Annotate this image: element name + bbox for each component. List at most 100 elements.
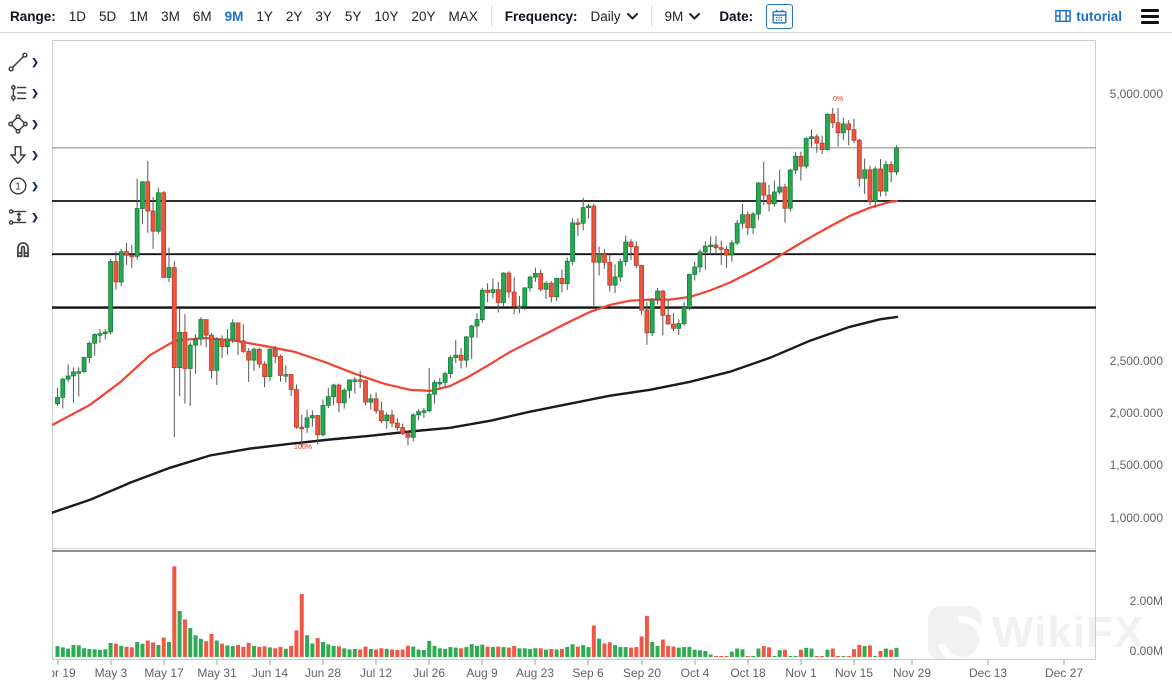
volume-bar [374,649,379,657]
volume-bar [209,634,214,657]
candle-body [665,314,671,325]
volume-bar [225,645,230,657]
candle-body [766,194,772,205]
candle-body [559,278,565,285]
candle-body [405,433,411,438]
volume-bar [82,648,87,657]
y-axis-label: 2,000.000 [1109,406,1163,420]
candle-body [803,138,809,167]
volume-bar [628,647,633,657]
ma-slow-line [52,315,899,514]
volume-bar [220,643,225,657]
range-option-9M[interactable]: 9M [224,8,244,24]
range-option-6M[interactable]: 6M [192,8,212,24]
magnet-tool[interactable] [12,236,34,260]
x-axis-label: Sep 20 [622,666,662,680]
volume-bar [395,649,400,657]
volume-bar [708,654,713,657]
volume-bar [161,637,166,657]
range-option-1D[interactable]: 1D [68,8,87,24]
candle-body [533,273,538,278]
volume-bar [894,647,899,657]
candle-body [830,113,836,124]
candle-body [575,222,581,225]
x-axis-label: Aug 23 [515,666,555,680]
candle-body [495,289,501,303]
candle-body [596,253,602,263]
frequency-label: Frequency: [504,8,578,24]
candle-body [320,405,326,436]
candle-body [288,374,294,390]
volume-bar [575,646,580,657]
volume-bar [687,646,692,657]
y-axis-label: 1,500.000 [1109,458,1163,472]
volume-bar [437,648,442,657]
volume-bar [841,656,846,657]
range-option-MAX[interactable]: MAX [448,8,478,24]
candle-body [182,331,188,369]
range-option-3M[interactable]: 3M [161,8,180,24]
annotation-number-icon: 1 [9,177,27,195]
candle-body [538,273,544,290]
candle-body [299,426,305,430]
volume-bar [289,645,294,657]
candle-body [325,396,331,406]
volume-bar [740,649,745,657]
x-axis-label: Dec 27 [1044,666,1084,680]
candle-body [113,261,119,283]
candle-body [129,254,135,258]
range-option-1Y[interactable]: 1Y [256,8,273,24]
candle-body [357,379,363,382]
volume-bar [453,647,458,657]
volume-bar [676,647,681,657]
candle-body [187,344,193,369]
candlestick-chart[interactable]: 0% 100% [52,40,1096,668]
x-axis-label: May 17 [144,666,184,680]
range-option-3Y[interactable]: 3Y [315,8,332,24]
volume-bar [655,645,660,657]
x-axis-label: Sep 6 [572,666,604,680]
volume-bar [889,649,894,657]
candle-body [639,265,644,311]
volume-bar [713,656,718,657]
range-option-10Y[interactable]: 10Y [374,8,399,24]
volume-bar [204,641,209,657]
candle-body [225,338,230,348]
volume-bar [506,647,511,657]
volume-bar [299,594,304,657]
shape-tool[interactable]: ❯ [7,112,39,136]
frequency-select[interactable]: Daily [591,9,638,24]
arrow-marker-tool[interactable]: ❯ [7,143,39,167]
range-option-2Y[interactable]: 2Y [285,8,303,24]
candle-body [246,350,252,361]
date-picker-button[interactable] [766,3,794,29]
volume-bar [586,647,591,657]
volume-bar [283,648,288,657]
candle-body [602,253,607,263]
candle-body [166,267,172,278]
annotation-number-tool[interactable]: 1 ❯ [7,174,39,198]
candle-body [426,393,432,412]
menu-button[interactable] [1138,6,1162,27]
range-option-1M[interactable]: 1M [129,8,149,24]
range-option-20Y[interactable]: 20Y [411,8,436,24]
trend-line-tool[interactable]: ❯ [7,50,39,74]
x-axis-label: Aug 9 [466,666,498,680]
fibonacci-tool[interactable]: ❯ [7,81,39,105]
candle-body [697,251,703,268]
candle-body [118,251,124,283]
volume-bar [820,656,825,657]
tutorial-link[interactable]: tutorial [1055,9,1122,24]
measure-tool[interactable]: ❯ [7,205,39,229]
period-select[interactable]: 9M [665,9,701,24]
video-tutorial-icon [1055,9,1072,23]
volume-bar [883,648,888,657]
volume-bar [756,648,761,657]
range-option-5D[interactable]: 5D [99,8,117,24]
candle-body [278,356,283,376]
candle-body [787,169,793,209]
volume-bar [501,647,506,657]
range-option-5Y[interactable]: 5Y [344,8,362,24]
volume-bar [71,644,76,657]
candle-body [660,290,666,316]
